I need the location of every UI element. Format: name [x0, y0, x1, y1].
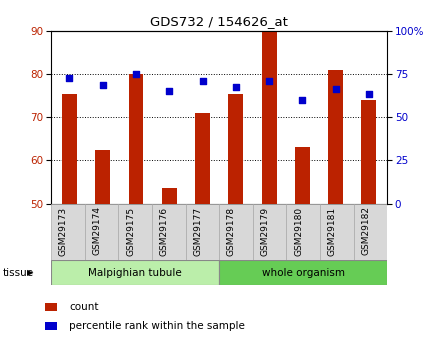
- Text: GSM29173: GSM29173: [59, 206, 68, 256]
- Point: [232, 85, 239, 90]
- Text: whole organism: whole organism: [262, 268, 345, 277]
- Text: GSM29181: GSM29181: [328, 206, 337, 256]
- Bar: [253, 204, 287, 260]
- Bar: [354, 204, 387, 260]
- Bar: [95, 150, 110, 204]
- Text: tissue: tissue: [2, 268, 33, 277]
- Bar: [51, 260, 219, 285]
- Bar: [361, 100, 376, 204]
- Point: [199, 78, 206, 83]
- Bar: [195, 113, 210, 204]
- Text: GSM29177: GSM29177: [194, 206, 202, 256]
- Bar: [118, 204, 152, 260]
- Point: [133, 71, 140, 77]
- Point: [299, 97, 306, 103]
- Bar: [295, 148, 310, 204]
- Bar: [186, 204, 219, 260]
- Point: [166, 89, 173, 94]
- Bar: [228, 93, 243, 204]
- Bar: [162, 188, 177, 204]
- Text: GSM29182: GSM29182: [361, 206, 370, 255]
- Text: count: count: [69, 302, 98, 312]
- Point: [266, 78, 273, 83]
- Text: GSM29179: GSM29179: [261, 206, 270, 256]
- Point: [332, 87, 339, 92]
- Bar: [152, 204, 186, 260]
- Text: Malpighian tubule: Malpighian tubule: [88, 268, 182, 277]
- Point: [365, 91, 372, 96]
- Bar: [328, 70, 343, 204]
- Bar: [51, 204, 85, 260]
- Bar: [320, 204, 354, 260]
- Text: percentile rank within the sample: percentile rank within the sample: [69, 321, 245, 331]
- Text: GSM29178: GSM29178: [227, 206, 236, 256]
- Text: GSM29180: GSM29180: [294, 206, 303, 256]
- Text: GSM29176: GSM29176: [160, 206, 169, 256]
- Bar: [219, 204, 253, 260]
- Text: GSM29174: GSM29174: [93, 206, 101, 255]
- Bar: [62, 93, 77, 204]
- Text: GSM29175: GSM29175: [126, 206, 135, 256]
- Bar: [262, 31, 276, 204]
- Bar: [219, 260, 387, 285]
- Point: [66, 76, 73, 81]
- Text: ▶: ▶: [27, 268, 33, 277]
- Bar: [85, 204, 118, 260]
- Title: GDS732 / 154626_at: GDS732 / 154626_at: [150, 16, 288, 29]
- Bar: [287, 204, 320, 260]
- Bar: [129, 74, 143, 204]
- Point: [99, 82, 106, 88]
